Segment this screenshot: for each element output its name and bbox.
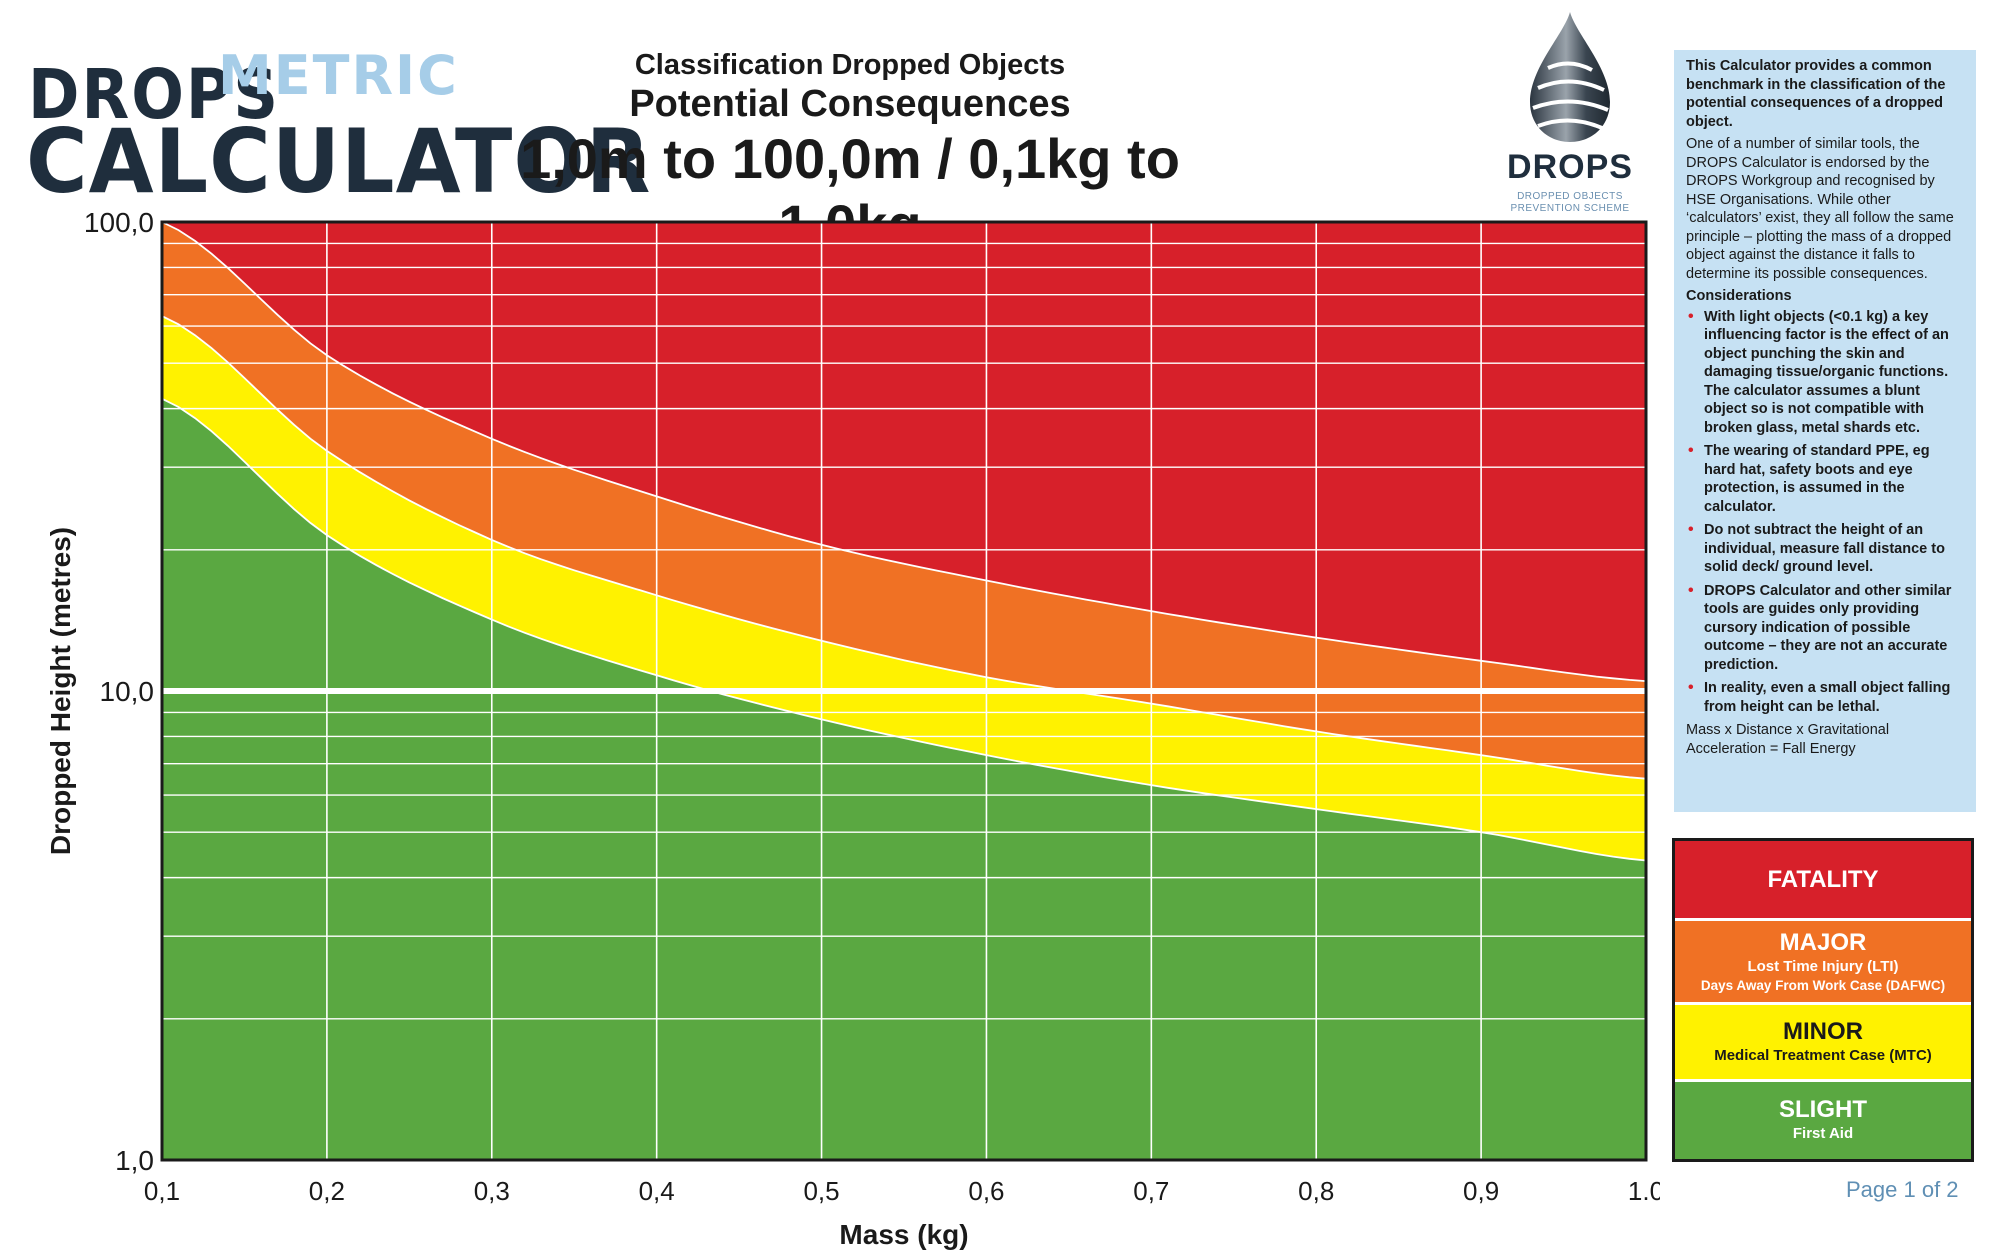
band-boundary-curve <box>161 221 1647 682</box>
y-axis-label: Dropped Height (metres) <box>45 527 76 855</box>
x-tick-label: 0,4 <box>639 1176 675 1206</box>
band-boundary-curve <box>161 315 1647 780</box>
legend-fatality-title: FATALITY <box>1767 865 1879 893</box>
x-tick-label: 0,3 <box>474 1176 510 1206</box>
drops-brand-sub1: DROPPED OBJECTS <box>1517 191 1623 202</box>
legend-minor-title: MINOR <box>1783 1018 1863 1046</box>
logo-calculator-text: CALCULATOR <box>26 110 652 213</box>
legend-major: MAJOR Lost Time Injury (LTI) Days Away F… <box>1675 918 1971 1003</box>
drops-brand-logo: DROPS DROPPED OBJECTS PREVENTION SCHEME <box>1500 8 1640 218</box>
drops-metric-calculator-logo: DROPS METRIC CALCULATOR <box>18 40 650 213</box>
info-panel: This Calculator provides a common benchm… <box>1674 50 1976 812</box>
x-tick-label: 0,5 <box>803 1176 839 1206</box>
logo-metric-text: METRIC <box>218 44 459 107</box>
drops-chart: 0,1 0,2 0,3 0,4 0,5 0,6 0,7 0,8 0,9 1.0 100,0 10,0 1… <box>45 207 1660 1250</box>
plot-frame <box>160 220 1648 1162</box>
y-tick-label: 1,0 <box>115 1145 154 1176</box>
list-item: The wearing of standard PPE, eg hard hat… <box>1686 442 1964 516</box>
consequence-legend: FATALITY MAJOR Lost Time Injury (LTI) Da… <box>1672 838 1974 1162</box>
chart-grid <box>162 222 1646 1160</box>
x-tick-label: 0,6 <box>968 1176 1004 1206</box>
y-tick-label: 100,0 <box>84 207 154 238</box>
logo-drops-text: DROPS <box>28 54 281 135</box>
x-tick-label: 0,1 <box>144 1176 180 1206</box>
list-item: With light objects (<0.1 kg) a key influ… <box>1686 308 1964 438</box>
title-potential-consequences: Potential Consequences <box>629 83 1071 125</box>
legend-slight-sub1: First Aid <box>1792 1125 1854 1143</box>
band-boundary-curve <box>161 397 1647 862</box>
info-body: One of a number of similar tools, the DR… <box>1686 136 1954 282</box>
list-item: In reality, even a small object falling … <box>1686 679 1964 716</box>
x-tick-label: 0,9 <box>1463 1176 1499 1206</box>
legend-minor-sub1: Medical Treatment Case (MTC) <box>1714 1047 1932 1065</box>
page-indicator: Page 1 of 2 <box>1846 1177 1959 1202</box>
considerations-title: Considerations <box>1686 288 1792 304</box>
drops-brand-sub2: PREVENTION SCHEME <box>1510 203 1630 214</box>
drops-brand-subtitle: DROPPED OBJECTS PREVENTION SCHEME <box>1500 191 1640 215</box>
list-item: DROPS Calculator and other similar tools… <box>1686 582 1964 675</box>
title-classification: Classification Dropped Objects <box>634 49 1066 81</box>
drop-spiral-icon <box>1530 12 1610 142</box>
x-tick-label: 0,2 <box>309 1176 345 1206</box>
x-tick-label: 1.0 <box>1628 1176 1660 1206</box>
y-tick-label: 10,0 <box>100 676 155 707</box>
info-intro: This Calculator provides a common benchm… <box>1686 58 1946 130</box>
drops-brand-name: DROPS <box>1507 148 1633 186</box>
legend-major-sub2: Days Away From Work Case (DAFWC) <box>1700 977 1946 993</box>
legend-slight-title: SLIGHT <box>1779 1096 1867 1124</box>
chart-labels: 0,1 0,2 0,3 0,4 0,5 0,6 0,7 0,8 0,9 1.0 100,0 10,0 1… <box>45 207 1660 1250</box>
band-slight <box>162 398 1646 1160</box>
x-tick-label: 0,7 <box>1133 1176 1169 1206</box>
band-boundaries <box>161 221 1647 862</box>
chart-axes <box>160 220 1648 1162</box>
list-item: Do not subtract the height of an individ… <box>1686 521 1964 577</box>
x-tick-label: 0,8 <box>1298 1176 1334 1206</box>
legend-fatality: FATALITY <box>1675 841 1971 919</box>
fall-energy-formula: Mass x Distance x Gravitational Accelera… <box>1686 722 1890 757</box>
legend-slight: SLIGHT First Aid <box>1675 1078 1971 1159</box>
legend-major-title: MAJOR <box>1779 928 1867 956</box>
considerations-list: With light objects (<0.1 kg) a key influ… <box>1686 308 1964 717</box>
title-range: 1,0m to 100,0m / 0,1kg to 1.0kg <box>520 127 1180 256</box>
chart-header: Classification Dropped Objects Potential… <box>500 48 1200 258</box>
legend-major-sub1: Lost Time Injury (LTI) <box>1747 957 1899 975</box>
x-axis-label: Mass (kg) <box>839 1219 968 1250</box>
legend-minor: MINOR Medical Treatment Case (MTC) <box>1675 1002 1971 1079</box>
